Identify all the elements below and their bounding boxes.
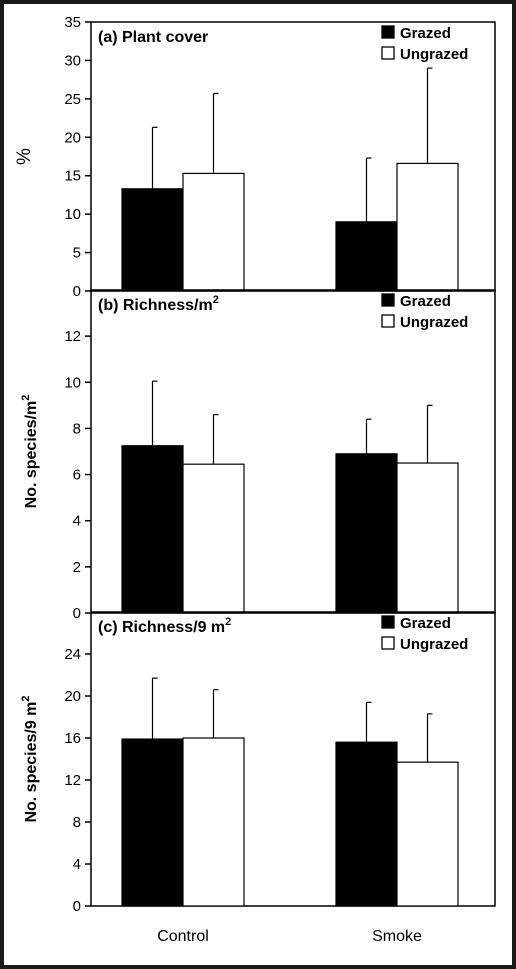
bar-grazed-control	[121, 738, 184, 907]
chart-title-superscript: 2	[213, 294, 219, 306]
bar-grazed-control	[121, 445, 184, 614]
chart-panel-1: 0 5 10 15 20 25 30 35 (a) Plant cover Grazed Ungra…	[14, 14, 496, 300]
legend-swatch-grazed	[381, 615, 395, 629]
legend-label-grazed: Grazed	[400, 293, 451, 310]
chart-title: (a) Plant cover	[98, 29, 208, 46]
legend-label-grazed: Grazed	[400, 615, 451, 632]
y-tick-label: 25	[64, 91, 81, 108]
y-tick-label: 0	[73, 605, 81, 622]
legend-label-ungrazed: Ungrazed	[400, 314, 468, 331]
y-axis-label: %	[14, 148, 35, 165]
bar-ungrazed-smoke	[396, 162, 459, 292]
y-axis-label-superscript: 2	[20, 395, 32, 401]
y-tick-label: 24	[64, 646, 81, 663]
bar-ungrazed-control	[182, 463, 245, 614]
chart-panel-2: 0 2 4 6 8 10 12 (b) Richness/m2 Grazed Ungrazed No…	[20, 289, 496, 622]
x-category-label-smoke: Smoke	[372, 928, 422, 945]
y-tick-label: 8	[73, 420, 81, 437]
y-tick-label: 10	[64, 374, 81, 391]
plot-frame	[90, 21, 496, 292]
bar-ungrazed-smoke	[396, 462, 459, 614]
y-axis-label: No. species/m2	[20, 395, 40, 509]
y-tick-label: 0	[73, 283, 81, 300]
x-category-label-control: Control	[157, 928, 209, 945]
y-tick-label: 6	[73, 467, 81, 484]
bar-grazed-smoke	[335, 453, 398, 614]
legend-swatch-ungrazed	[381, 636, 395, 650]
y-tick-label: 20	[64, 688, 81, 705]
y-tick-label: 15	[64, 168, 81, 185]
bar-ungrazed-control	[182, 737, 245, 907]
y-tick-label: 0	[73, 898, 81, 915]
plot-frame	[90, 611, 496, 907]
bar-ungrazed-smoke	[396, 761, 459, 907]
y-tick-label: 30	[64, 52, 81, 69]
chart-panel-3: 0 4 8 12 16 20 24 (c) Richness/9 m2 Grazed Ungraz…	[20, 611, 496, 915]
chart-title: (b) Richness/m2	[98, 294, 219, 314]
chart-title-superscript: 2	[225, 616, 231, 628]
y-tick-label: 10	[64, 206, 81, 223]
legend-label-grazed: Grazed	[400, 25, 451, 42]
chart-title: (c) Richness/9 m2	[98, 616, 231, 636]
y-tick-label: 12	[64, 772, 81, 789]
legend-swatch-ungrazed	[381, 46, 395, 60]
y-tick-label: 35	[64, 14, 81, 31]
plot-frame	[90, 289, 496, 614]
y-tick-label: 12	[64, 328, 81, 345]
legend-swatch-ungrazed	[381, 314, 395, 328]
y-tick-label: 2	[73, 559, 81, 576]
bar-ungrazed-control	[182, 172, 245, 292]
bar-grazed-control	[121, 188, 184, 292]
legend-label-ungrazed: Ungrazed	[400, 46, 468, 63]
legend-swatch-grazed	[381, 25, 395, 39]
y-tick-label: 4	[73, 513, 81, 530]
y-tick-label: 8	[73, 814, 81, 831]
bar-grazed-smoke	[335, 221, 398, 292]
legend-label-ungrazed: Ungrazed	[400, 636, 468, 653]
legend-swatch-grazed	[381, 293, 395, 307]
bar-grazed-smoke	[335, 741, 398, 907]
y-axis-label: No. species/9 m2	[20, 695, 40, 822]
y-axis-label-superscript: 2	[20, 695, 32, 701]
y-tick-label: 20	[64, 129, 81, 146]
y-tick-label: 4	[73, 856, 81, 873]
y-tick-label: 5	[73, 245, 81, 262]
y-tick-label: 16	[64, 730, 81, 747]
